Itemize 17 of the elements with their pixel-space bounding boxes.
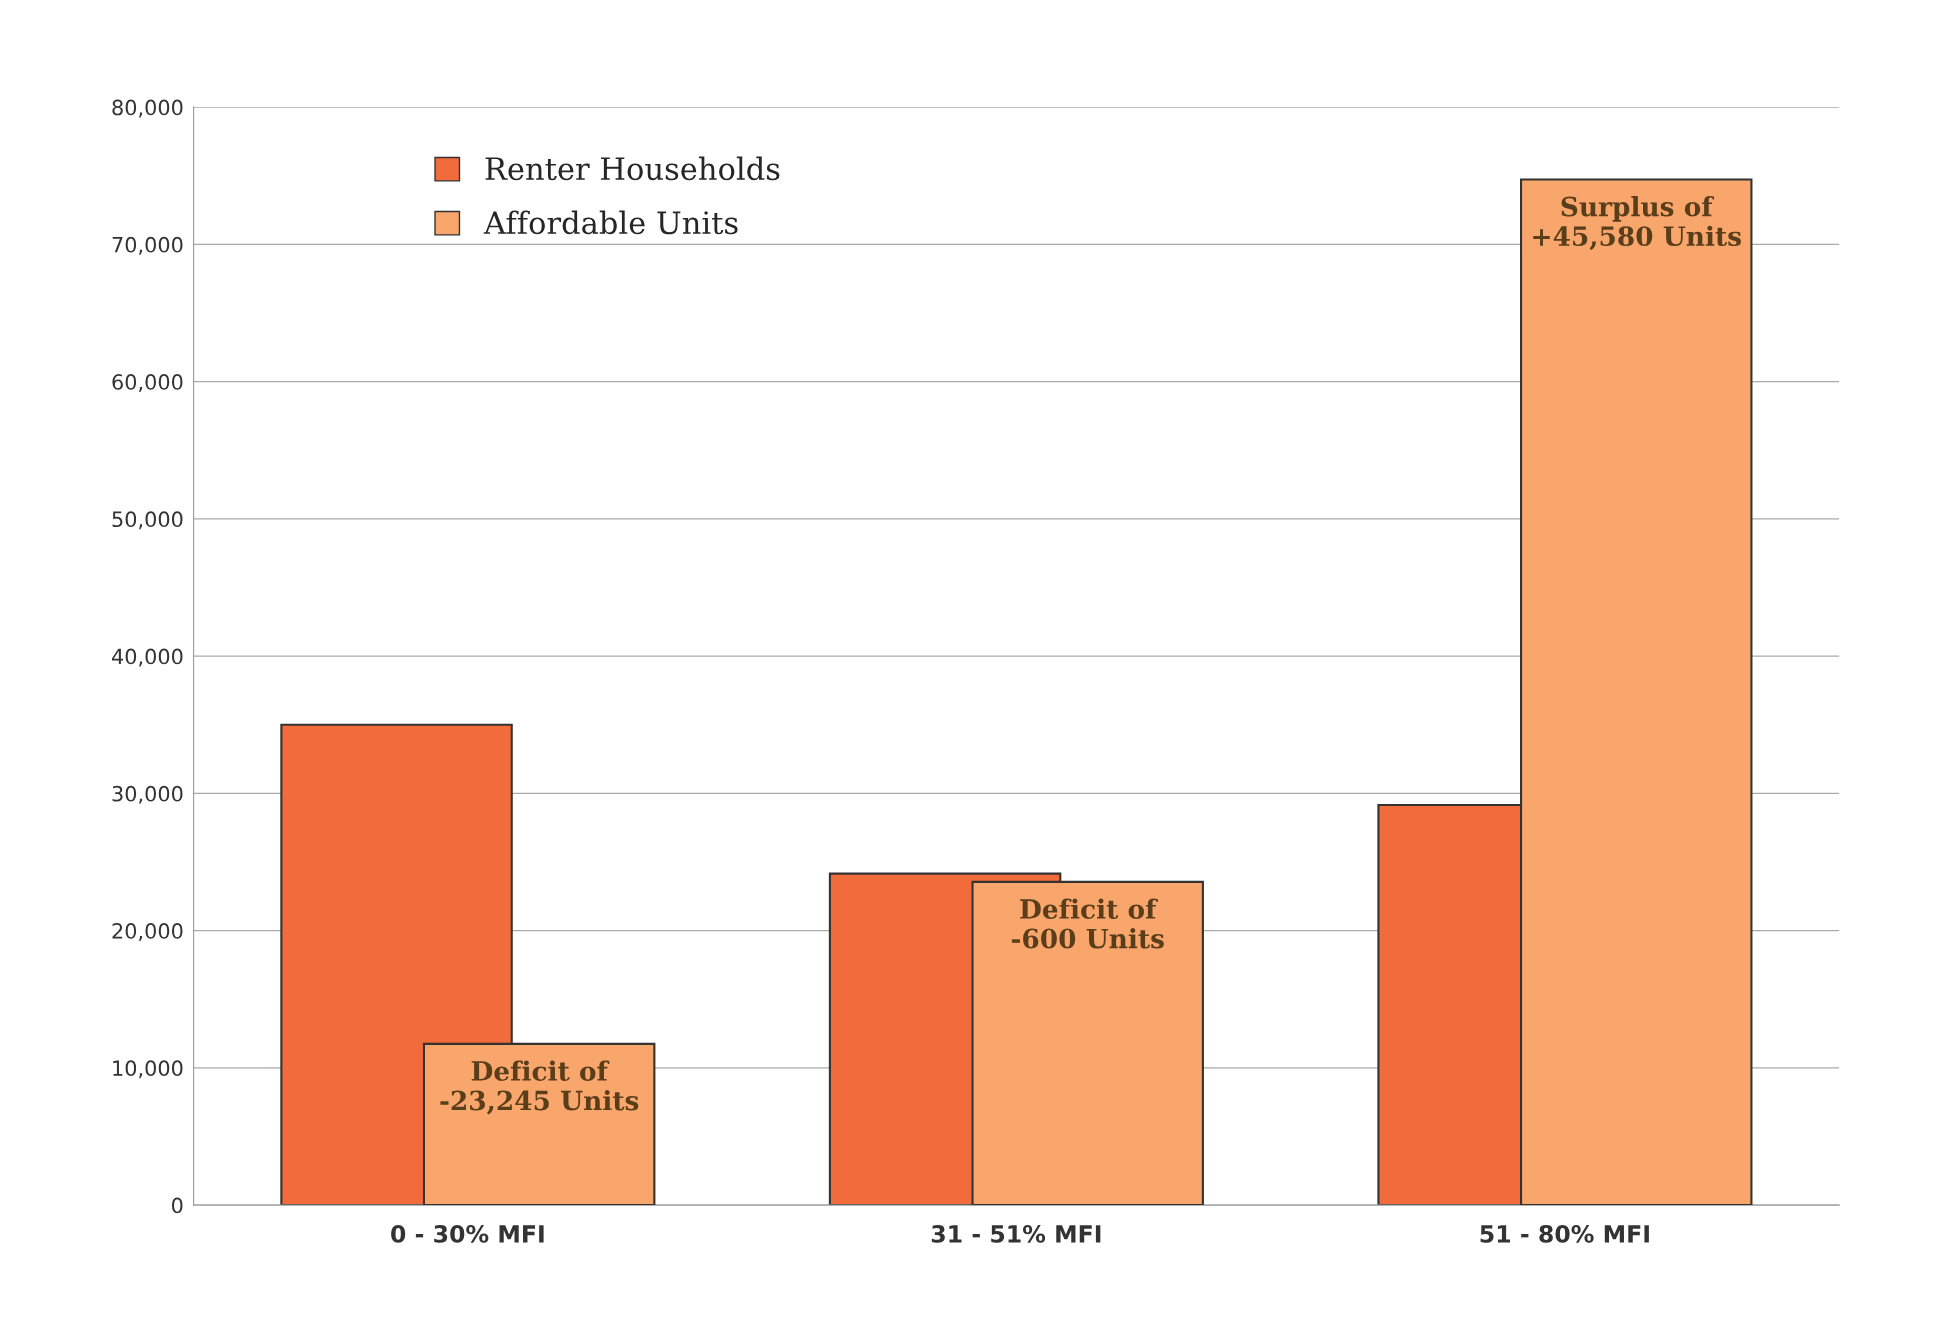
y-tick-label: 30,000: [112, 785, 183, 804]
y-tick-label: 60,000: [112, 374, 183, 392]
y-tick-label: 50,000: [112, 511, 183, 530]
x-tick-label: 0 - 30% MFI: [391, 1224, 544, 1243]
x-tick-label: 51 - 80% MFI: [1480, 1224, 1649, 1243]
annotation: Deficit of -23,245 Units: [440, 1060, 639, 1115]
legend-label: Renter Households: [485, 156, 780, 181]
y-tick-label: 20,000: [112, 923, 183, 941]
annotation: Surplus of +45,580 Units: [1533, 196, 1741, 251]
x-tick-label: 31 - 51% MFI: [931, 1224, 1101, 1243]
y-tick-label: 80,000: [112, 99, 183, 118]
y-tick-label: 40,000: [112, 648, 183, 667]
annotation: Deficit of -600 Units: [1011, 898, 1164, 949]
y-tick-label: 10,000: [113, 1060, 183, 1079]
y-tick-label: 0: [172, 1197, 183, 1214]
legend-label: Affordable Units: [483, 210, 738, 235]
y-tick-label: 70,000: [112, 236, 183, 255]
